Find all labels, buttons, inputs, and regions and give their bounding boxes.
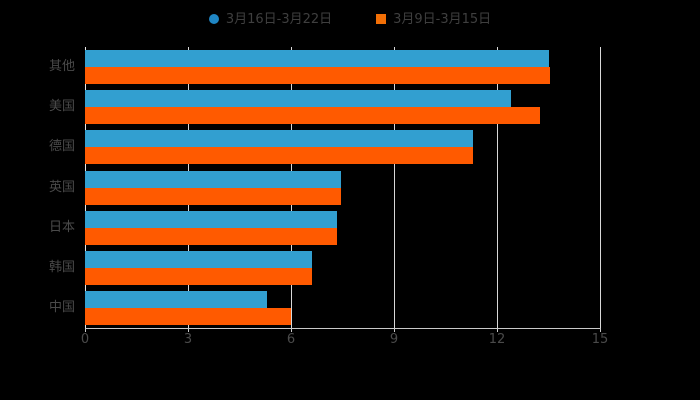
bar-日本-series-0[interactable] xyxy=(85,210,338,228)
legend-item-series-1[interactable]: 3月9日-3月15日 xyxy=(376,13,491,26)
plot-area xyxy=(85,47,601,328)
bar-韩国-series-1[interactable] xyxy=(85,267,312,285)
y-axis-label-德国: 德国 xyxy=(48,139,75,155)
gridline-x-15 xyxy=(600,47,601,328)
chart-legend: 3月16日-3月22日 3月9日-3月15日 xyxy=(0,6,700,32)
bar-其他-series-1[interactable] xyxy=(85,67,551,85)
bar-中国-series-1[interactable] xyxy=(85,307,291,325)
bar-美国-series-1[interactable] xyxy=(85,107,540,125)
x-axis-tick-label-6: 6 xyxy=(286,332,296,347)
bar-美国-series-0[interactable] xyxy=(85,90,511,108)
x-axis-line xyxy=(85,328,601,329)
x-axis-tick-label-9: 9 xyxy=(389,332,399,347)
legend-circle-marker-icon xyxy=(208,14,219,24)
y-axis-label-中国: 中国 xyxy=(48,299,75,315)
y-axis-category-labels: 其他美国德国英国日本韩国中国 xyxy=(0,47,85,328)
bar-日本-series-1[interactable] xyxy=(85,227,338,245)
x-axis-tick-mark-6 xyxy=(291,328,292,332)
bar-英国-series-1[interactable] xyxy=(85,187,341,205)
legend-label-series-1: 3月9日-3月15日 xyxy=(393,11,492,27)
bar-中国-series-0[interactable] xyxy=(85,290,267,308)
x-axis-tick-label-3: 3 xyxy=(183,332,193,347)
bar-德国-series-1[interactable] xyxy=(85,147,473,165)
x-axis-tick-mark-0 xyxy=(85,328,86,332)
x-axis-tick-labels: 0 3 6 9 12 15 xyxy=(0,332,700,354)
y-axis-label-美国: 美国 xyxy=(48,99,75,115)
x-axis-tick-mark-15 xyxy=(600,328,601,332)
bar-其他-series-0[interactable] xyxy=(85,50,549,68)
x-axis-tick-label-15: 15 xyxy=(591,332,609,347)
legend-square-marker-icon xyxy=(376,14,387,24)
y-axis-label-其他: 其他 xyxy=(48,59,75,75)
x-axis-tick-mark-12 xyxy=(497,328,498,332)
x-axis-tick-mark-3 xyxy=(188,328,189,332)
y-axis-label-日本: 日本 xyxy=(48,219,75,235)
legend-item-series-0[interactable]: 3月16日-3月22日 xyxy=(208,11,333,27)
y-axis-label-韩国: 韩国 xyxy=(48,259,75,275)
legend-label-series-0: 3月16日-3月22日 xyxy=(225,11,333,27)
y-axis-label-英国: 英国 xyxy=(48,179,75,195)
x-axis-tick-label-12: 12 xyxy=(488,332,506,347)
gridline-x-9 xyxy=(394,47,395,328)
bar-英国-series-0[interactable] xyxy=(85,170,341,188)
x-axis-tick-label-0: 0 xyxy=(80,332,90,347)
x-axis-tick-mark-9 xyxy=(394,328,395,332)
bar-德国-series-0[interactable] xyxy=(85,130,473,148)
bar-韩国-series-0[interactable] xyxy=(85,250,312,268)
gridline-x-12 xyxy=(497,47,498,328)
